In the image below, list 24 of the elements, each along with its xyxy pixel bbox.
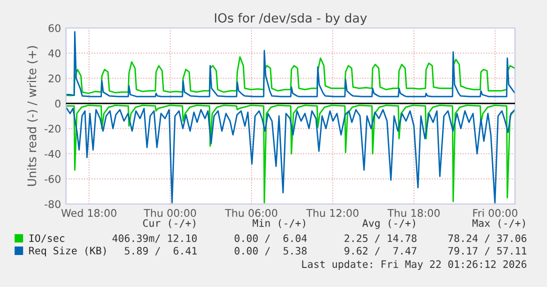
x-tick-label: Thu 00:00: [144, 208, 196, 217]
chart-title: IOs for /dev/sda - by day: [214, 12, 367, 26]
y-tick-label: -80: [44, 200, 60, 208]
y-tick-label: 60: [48, 24, 60, 32]
legend-label: IO/sec: [29, 234, 64, 243]
text: Last update: Fri May 22 01:26:12 2026: [302, 260, 526, 270]
y-tick-label: -20: [44, 124, 60, 133]
x-tick-label: Thu 18:00: [387, 208, 440, 217]
y-axis-title: Units read (-) / write (+): [27, 46, 38, 186]
text: 406.39m/ 12.10 0.00 / 6.04 2.25 / 14.78 78.24 / 37.06: [112, 234, 526, 243]
x-tick-label: Thu 12:00: [306, 208, 358, 217]
x-tick-label: Wed 18:00: [61, 208, 116, 217]
line-series: [66, 56, 515, 96]
x-tick-label: Fri 00:00: [473, 208, 518, 217]
text: 5.89 / 6.41 0.00 / 5.38 9.62 / 7.47 79.17 / 57.11: [124, 246, 526, 256]
y-tick-label: -60: [44, 175, 60, 183]
y-tick-label: 0: [55, 100, 60, 108]
y-tick-label: 20: [48, 74, 60, 82]
legend-label: Req Size (KB): [29, 246, 106, 256]
y-tick-label: 40: [48, 49, 60, 58]
text: Cur (-/+) Min (-/+) Avg (-/+) Max (-/+): [143, 219, 525, 229]
x-tick-label: Thu 06:00: [224, 208, 278, 217]
y-tick-label: -40: [44, 150, 60, 158]
line-series: [66, 31, 515, 98]
